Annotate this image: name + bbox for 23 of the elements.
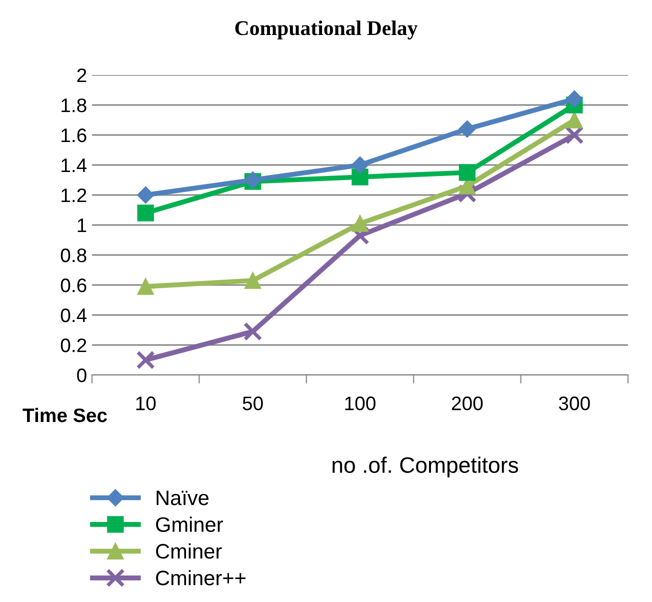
x-tick-label: 50 [242, 396, 263, 410]
y-tick-label: 1.4 [62, 158, 87, 172]
y-tick-label: 1.8 [62, 98, 86, 112]
x-axis-title: no .of. Competitors [332, 456, 518, 478]
y-tick-label: 0.8 [60, 248, 86, 262]
x-tick-label: 200 [452, 396, 483, 410]
y-tick-label: 0.2 [60, 338, 86, 352]
legend-label: Naïve [156, 490, 208, 506]
y-tick-label: 0.4 [60, 308, 87, 322]
y-tick-label: 1.6 [62, 128, 86, 142]
y-tick-label: 2 [77, 68, 86, 82]
y-tick-label: 0.6 [60, 278, 86, 292]
legend-label: Cminer [156, 543, 222, 559]
legend-label: Gminer [156, 516, 223, 532]
chart-title: Compuational Delay [235, 20, 418, 40]
y-tick-label: 1 [78, 218, 86, 232]
x-tick-label: 300 [558, 396, 590, 410]
y-axis-title: Time Sec [22, 408, 107, 422]
x-tick-label: 10 [136, 396, 156, 410]
legend-label: Cminer++ [156, 570, 246, 586]
x-tick-label: 100 [345, 396, 376, 410]
y-tick-label: 0 [77, 368, 86, 382]
y-tick-label: 1.2 [62, 188, 86, 202]
